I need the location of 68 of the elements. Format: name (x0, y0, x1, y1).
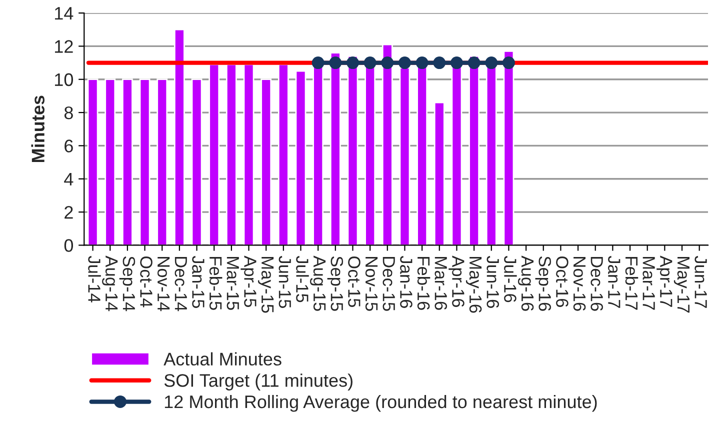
legend-label: Actual Minutes (164, 352, 282, 366)
x-tick-label: Jul-15 (296, 256, 309, 302)
x-tick-label: Sep-15 (327, 256, 344, 311)
bar (295, 70, 306, 246)
bar (243, 64, 254, 246)
x-tick-label: Jun-17 (694, 256, 707, 308)
bar (468, 55, 480, 246)
y-tick-label: 4 (64, 172, 74, 186)
bar (382, 44, 393, 246)
x-tick-label: Oct-14 (140, 256, 152, 308)
x-tick-label: May-17 (674, 257, 690, 313)
x-tick-label: Aug-16 (518, 256, 534, 311)
x-tick-label: Sep-14 (119, 256, 136, 312)
bar (122, 78, 133, 246)
x-tick-label: Nov-16 (573, 257, 586, 311)
bar (399, 67, 410, 246)
x-tick-label: Nov-14 (157, 257, 170, 312)
y-tick-label: 12 (55, 40, 73, 53)
x-tick-label: Feb-15 (209, 257, 222, 310)
x-tick-label: Dec-14 (174, 257, 187, 312)
x-tick-label: Jan-17 (608, 256, 620, 308)
bar (503, 50, 514, 246)
bar (260, 78, 272, 246)
bar (191, 78, 202, 246)
bar (226, 64, 237, 246)
x-tick-label: Jun-15 (278, 256, 291, 308)
x-tick-label: May-15 (258, 257, 274, 313)
bar (347, 55, 358, 246)
legend-label: SOI Target (11 minutes) (164, 374, 352, 390)
x-tick-label: Jun-16 (486, 256, 500, 308)
bar (434, 102, 445, 246)
bar (104, 78, 116, 246)
y-tick-label: 0 (64, 239, 74, 252)
bar (174, 28, 185, 246)
x-tick-label: Mar-17 (642, 257, 655, 310)
x-tick-label: Aug-14 (102, 256, 118, 312)
x-tick-label: Feb-16 (417, 257, 430, 310)
x-tick-label: Feb-17 (625, 257, 638, 310)
x-tick-label: Apr-15 (240, 256, 256, 308)
x-tick-label: Mar-16 (434, 257, 448, 310)
y-tick-label: 6 (64, 140, 73, 152)
x-tick-label: Jul-14 (88, 256, 101, 302)
x-tick-label: Mar-15 (226, 257, 239, 310)
legend-label: 12 Month Rolling Average (rounded to nearest minute) (164, 394, 597, 412)
x-tick-label: Nov-15 (365, 257, 378, 311)
bar (87, 78, 98, 246)
bar (208, 64, 220, 246)
y-axis-title: Minutes (31, 96, 45, 162)
x-tick-label: Sep-16 (535, 256, 552, 311)
bar (139, 78, 150, 246)
y-tick-label: 14 (55, 7, 74, 20)
x-tick-label: Apr-16 (448, 256, 464, 307)
x-tick-label: Dec-15 (382, 257, 395, 311)
x-tick-label: Jul-16 (504, 256, 517, 302)
x-tick-label: Oct-16 (556, 256, 568, 307)
y-tick-label: 10 (55, 73, 74, 86)
x-tick-label: Aug-15 (310, 256, 326, 311)
bar (278, 64, 289, 246)
x-tick-label: Dec-16 (590, 257, 603, 311)
x-tick-label: Jan-16 (400, 256, 412, 308)
x-tick-label: Jan-15 (192, 256, 204, 308)
bar (330, 52, 341, 246)
y-tick-label: 8 (64, 106, 73, 120)
y-tick-label: 2 (64, 206, 73, 219)
x-tick-label: Apr-17 (656, 256, 672, 307)
x-tick-label: Oct-15 (348, 256, 360, 307)
x-tick-label: May-16 (466, 257, 482, 313)
bar (156, 78, 168, 246)
